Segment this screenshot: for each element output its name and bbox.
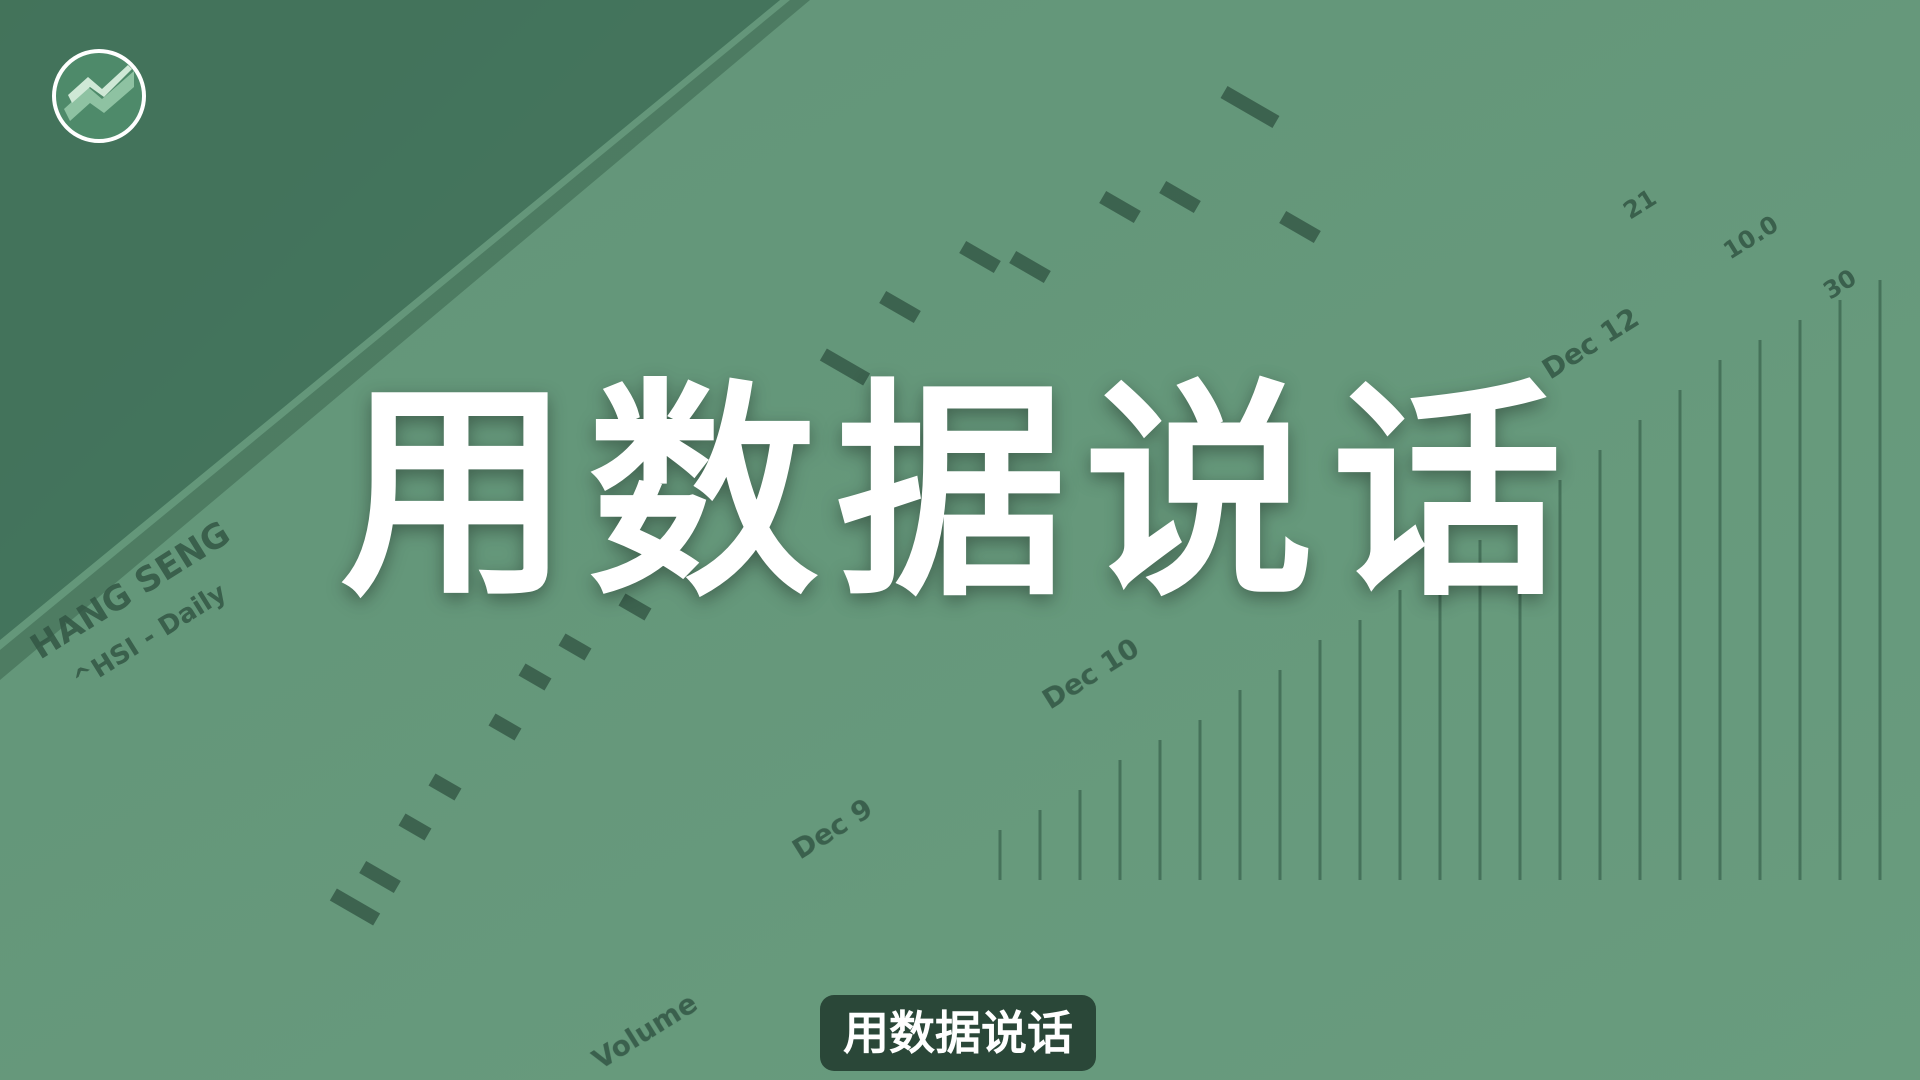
headline-title: 用数据说话 bbox=[339, 361, 1580, 628]
subtitle-caption: 用数据说话 bbox=[820, 995, 1096, 1071]
dark-corner bbox=[0, 0, 780, 640]
volume-bars bbox=[998, 280, 1882, 880]
candlesticks bbox=[329, 85, 1321, 926]
circle-stock-logo-icon bbox=[52, 49, 146, 143]
